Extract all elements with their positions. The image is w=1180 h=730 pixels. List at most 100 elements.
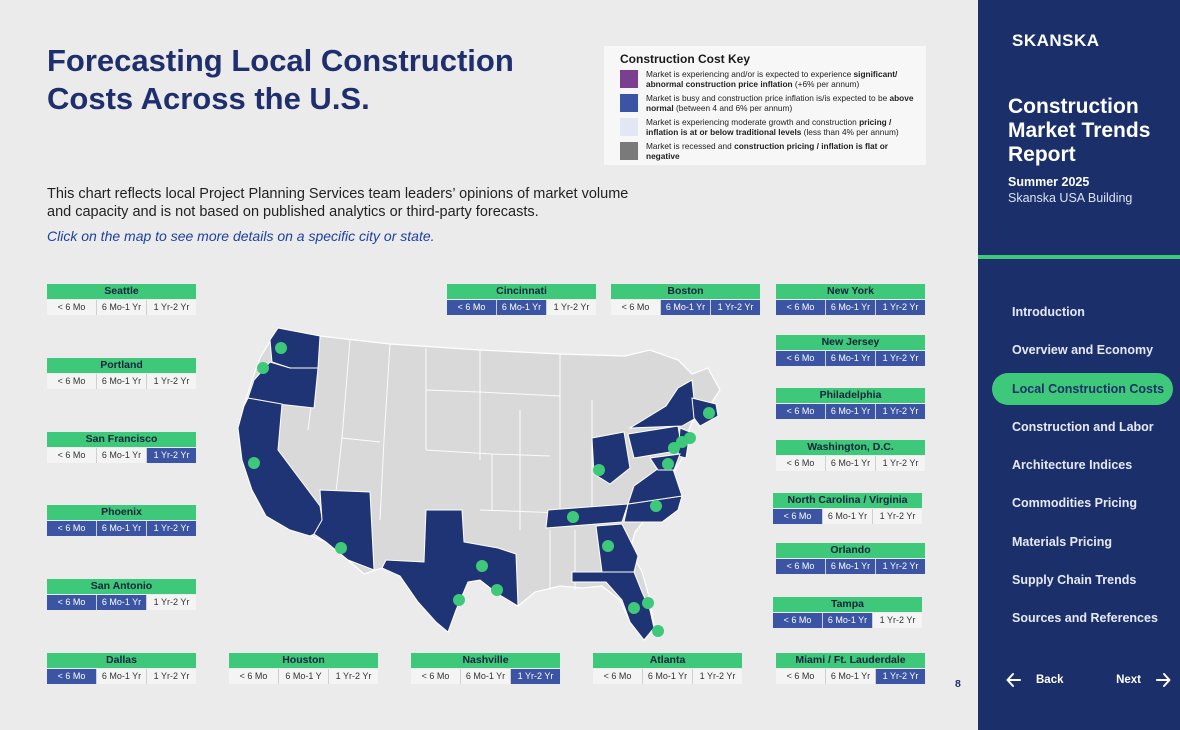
timeframe-cell[interactable]: < 6 Mo [776,669,826,684]
timeframe-cell[interactable]: 1 Yr-2 Yr [329,669,378,684]
timeframe-cell[interactable]: < 6 Mo [593,669,643,684]
timeframe-cell[interactable]: 6 Mo-1 Yr [497,300,547,315]
marker-atlanta[interactable] [602,540,614,552]
timeframe-cell[interactable]: 1 Yr-2 Yr [511,669,560,684]
timeframe-cell[interactable]: 6 Mo-1 Yr [826,559,876,574]
city-card-seattle[interactable]: Seattle < 6 Mo 6 Mo-1 Yr 1 Yr-2 Yr [47,284,196,315]
timeframe-cell[interactable]: 6 Mo-1 Yr [826,456,876,471]
timeframe-cell[interactable]: < 6 Mo [611,300,661,315]
timeframe-cell[interactable]: 6 Mo-1 Yr [97,521,147,536]
timeframe-cell[interactable]: 1 Yr-2 Yr [876,669,925,684]
marker-nashville[interactable] [567,511,579,523]
city-card-new-york[interactable]: New York < 6 Mo 6 Mo-1 Yr 1 Yr-2 Yr [776,284,925,315]
marker-portland[interactable] [257,362,269,374]
timeframe-cell[interactable]: 6 Mo-1 Yr [661,300,711,315]
us-map[interactable] [230,310,740,650]
city-markers[interactable] [248,342,715,637]
city-card-nashville[interactable]: Nashville < 6 Mo 6 Mo-1 Yr 1 Yr-2 Yr [411,653,560,684]
marker-san-antonio[interactable] [453,594,465,606]
timeframe-cell[interactable]: 6 Mo-1 Yr [826,300,876,315]
city-card-tampa[interactable]: Tampa < 6 Mo 6 Mo-1 Yr 1 Yr-2 Yr [773,597,922,628]
timeframe-cell[interactable]: 6 Mo-1 Yr [643,669,693,684]
timeframe-cell[interactable]: 6 Mo-1 Yr [97,374,147,389]
city-card-san-antonio[interactable]: San Antonio < 6 Mo 6 Mo-1 Yr 1 Yr-2 Yr [47,579,196,610]
marker-boston[interactable] [703,407,715,419]
timeframe-cell[interactable]: 1 Yr-2 Yr [876,351,925,366]
timeframe-cell[interactable]: 1 Yr-2 Yr [876,456,925,471]
timeframe-cell[interactable]: < 6 Mo [776,456,826,471]
marker-cincinnati[interactable] [593,464,605,476]
city-card-orlando[interactable]: Orlando < 6 Mo 6 Mo-1 Yr 1 Yr-2 Yr [776,543,925,574]
timeframe-cell[interactable]: < 6 Mo [776,404,826,419]
timeframe-cell[interactable]: < 6 Mo [447,300,497,315]
timeframe-cell[interactable]: < 6 Mo [47,595,97,610]
city-card-philadelphia[interactable]: Philadelphia < 6 Mo 6 Mo-1 Yr 1 Yr-2 Yr [776,388,925,419]
marker-phoenix[interactable] [335,542,347,554]
city-card-cincinnati[interactable]: Cincinnati < 6 Mo 6 Mo-1 Yr 1 Yr-2 Yr [447,284,596,315]
back-button[interactable]: Back [1006,672,1064,688]
timeframe-cell[interactable]: 6 Mo-1 Yr [97,595,147,610]
nav-item-introduction[interactable]: Introduction [1012,305,1085,319]
timeframe-cell[interactable]: < 6 Mo [47,300,97,315]
marker-miami[interactable] [652,625,664,637]
marker-dallas[interactable] [476,560,488,572]
nav-item-sources-and-references[interactable]: Sources and References [1012,611,1158,626]
state-oregon[interactable] [247,361,319,409]
timeframe-cell[interactable]: 1 Yr-2 Yr [873,613,922,628]
marker-houston[interactable] [491,584,503,596]
timeframe-cell[interactable]: < 6 Mo [47,521,97,536]
timeframe-cell[interactable]: 1 Yr-2 Yr [147,448,196,463]
nav-item-commodities-pricing[interactable]: Commodities Pricing [1012,496,1138,511]
state-new-york[interactable] [628,379,697,429]
timeframe-cell[interactable]: < 6 Mo [47,374,97,389]
high-cost-states[interactable] [237,327,719,641]
timeframe-cell[interactable]: 6 Mo-1 Yr [97,669,147,684]
nav-item-architecture-indices[interactable]: Architecture Indices [1012,458,1133,473]
timeframe-cell[interactable]: 6 Mo-1 Yr [826,351,876,366]
timeframe-cell[interactable]: 1 Yr-2 Yr [876,300,925,315]
timeframe-cell[interactable]: 6 Mo-1 Yr [823,509,873,524]
next-button[interactable]: Next [1116,672,1171,688]
timeframe-cell[interactable]: 6 Mo-1 Y [279,669,329,684]
state-georgia[interactable] [595,523,639,573]
timeframe-cell[interactable]: < 6 Mo [773,613,823,628]
timeframe-cell[interactable]: < 6 Mo [411,669,461,684]
city-card-washington-d-c[interactable]: Washington, D.C. < 6 Mo 6 Mo-1 Yr 1 Yr-2 Yr [776,440,925,471]
marker-orlando[interactable] [642,597,654,609]
city-card-atlanta[interactable]: Atlanta < 6 Mo 6 Mo-1 Yr 1 Yr-2 Yr [593,653,742,684]
timeframe-cell[interactable]: < 6 Mo [776,559,826,574]
city-card-phoenix[interactable]: Phoenix < 6 Mo 6 Mo-1 Yr 1 Yr-2 Yr [47,505,196,536]
timeframe-cell[interactable]: 1 Yr-2 Yr [147,521,196,536]
nav-item-supply-chain-trends[interactable]: Supply Chain Trends [1012,573,1137,588]
timeframe-cell[interactable]: 1 Yr-2 Yr [147,374,196,389]
timeframe-cell[interactable]: 1 Yr-2 Yr [711,300,760,315]
city-card-portland[interactable]: Portland < 6 Mo 6 Mo-1 Yr 1 Yr-2 Yr [47,358,196,389]
nav-item-construction-and-labor[interactable]: Construction and Labor [1012,419,1154,434]
marker-tampa[interactable] [628,602,640,614]
timeframe-cell[interactable]: 1 Yr-2 Yr [876,404,925,419]
timeframe-cell[interactable]: 6 Mo-1 Yr [826,669,876,684]
city-card-miami-ft-lauderdale[interactable]: Miami / Ft. Lauderdale < 6 Mo 6 Mo-1 Yr 1 Y… [776,653,925,684]
marker-washington-dc[interactable] [662,458,674,470]
timeframe-cell[interactable]: 1 Yr-2 Yr [147,300,196,315]
nav-item-local-construction-costs[interactable]: Local Construction Costs [992,372,1173,405]
timeframe-cell[interactable]: 1 Yr-2 Yr [693,669,742,684]
state-florida[interactable] [571,571,655,641]
timeframe-cell[interactable]: 6 Mo-1 Yr [97,448,147,463]
marker-north-carolina[interactable] [650,500,662,512]
city-card-san-francisco[interactable]: San Francisco < 6 Mo 6 Mo-1 Yr 1 Yr-2 Yr [47,432,196,463]
timeframe-cell[interactable]: 1 Yr-2 Yr [547,300,596,315]
timeframe-cell[interactable]: 1 Yr-2 Yr [876,559,925,574]
timeframe-cell[interactable]: 1 Yr-2 Yr [147,669,196,684]
city-card-new-jersey[interactable]: New Jersey < 6 Mo 6 Mo-1 Yr 1 Yr-2 Yr [776,335,925,366]
timeframe-cell[interactable]: 6 Mo-1 Yr [97,300,147,315]
timeframe-cell[interactable]: < 6 Mo [776,351,826,366]
marker-new-york[interactable] [684,432,696,444]
city-card-dallas[interactable]: Dallas < 6 Mo 6 Mo-1 Yr 1 Yr-2 Yr [47,653,196,684]
nav-item-overview-and-economy[interactable]: Overview and Economy [1012,343,1154,358]
timeframe-cell[interactable]: 1 Yr-2 Yr [873,509,922,524]
marker-seattle[interactable] [275,342,287,354]
timeframe-cell[interactable]: < 6 Mo [229,669,279,684]
map-instruction-link[interactable]: Click on the map to see more details on … [47,228,435,244]
